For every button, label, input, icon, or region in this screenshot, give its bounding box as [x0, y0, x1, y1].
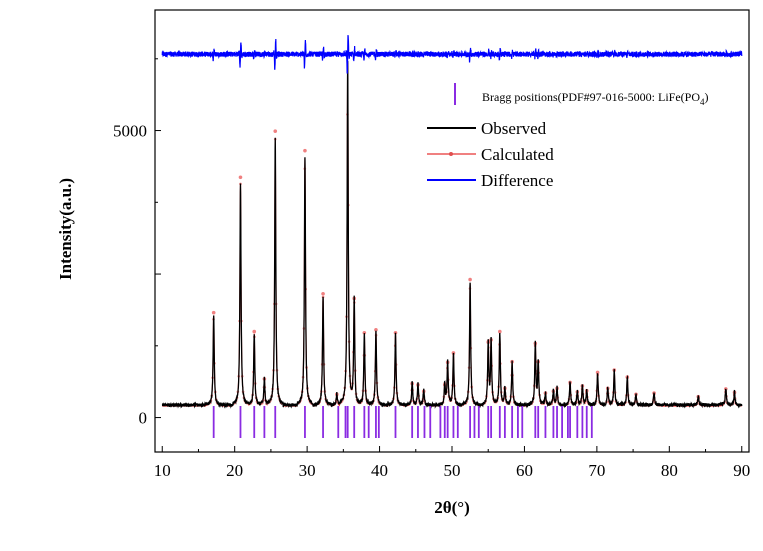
calculated-peak-point	[468, 277, 472, 282]
legend-bragg-label-prefix: Bragg positions(PDF#97-016-5000: LiFe(PO	[482, 90, 700, 104]
x-tick-label: 90	[733, 461, 750, 480]
x-tick-label: 80	[661, 461, 678, 480]
calculated-peak-point	[252, 329, 257, 334]
calculated-peak-point	[273, 129, 278, 133]
calculated-peak-point	[595, 370, 600, 375]
calculated-peak-point	[303, 148, 307, 153]
x-tick-label: 10	[154, 461, 171, 480]
difference-line	[161, 34, 743, 74]
x-tick-label: 30	[299, 461, 316, 480]
legend-calculated-marker	[449, 152, 453, 156]
x-tick-label: 50	[444, 461, 461, 480]
x-tick-label: 20	[226, 461, 243, 480]
calculated-series-layer	[162, 51, 742, 407]
y-tick-label: 0	[139, 409, 148, 428]
observed-series-layer	[161, 61, 743, 409]
y-axis-ticks: 0 5000	[113, 58, 161, 428]
calculated-peak-point	[451, 351, 456, 355]
x-tick-label: 60	[516, 461, 533, 480]
legend-bragg-label-subscript: 4	[700, 97, 705, 107]
legend-bragg-label-suffix: )	[705, 90, 709, 104]
calculated-peak-point	[374, 328, 378, 332]
legend-difference-label: Difference	[481, 171, 553, 190]
x-axis-title: 2θ(°)	[434, 498, 470, 517]
legend-calculated-label: Calculated	[481, 145, 554, 164]
calculated-peak-point	[321, 291, 325, 296]
calculated-peak-point	[211, 310, 216, 315]
difference-series-layer	[161, 34, 743, 74]
x-tick-label: 70	[588, 461, 605, 480]
legend: Bragg positions(PDF#97-016-5000: LiFe(PO…	[427, 83, 709, 190]
legend-bragg-label: Bragg positions(PDF#97-016-5000: LiFe(PO…	[482, 90, 709, 107]
legend-observed-label: Observed	[481, 119, 547, 138]
calculated-peak-point	[498, 329, 502, 334]
bragg-positions-layer	[212, 406, 593, 438]
calculated-peak-point	[238, 175, 243, 180]
calculated-line	[162, 62, 742, 407]
y-tick-label: 5000	[113, 122, 147, 141]
y-axis-title: Intensity(a.u.)	[56, 178, 75, 280]
x-tick-label: 40	[371, 461, 388, 480]
calculated-peak-point	[362, 330, 367, 335]
observed-line	[161, 61, 743, 409]
x-axis-ticks: 10 20 30 40 50 60 70 80 90	[154, 446, 750, 480]
